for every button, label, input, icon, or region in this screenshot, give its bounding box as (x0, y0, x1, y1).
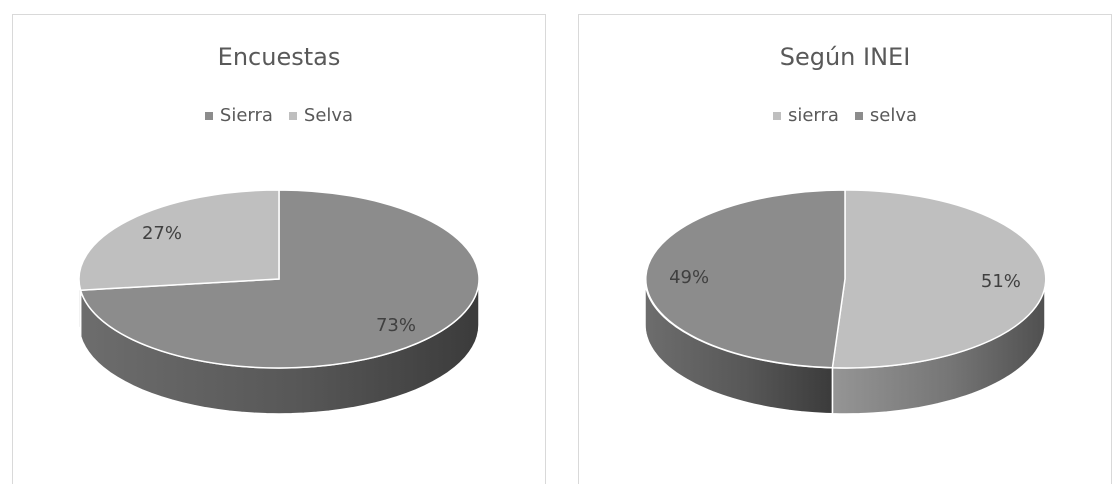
chart-title: Encuestas (217, 43, 341, 71)
chart-legend: sierra selva (579, 105, 1111, 126)
chart-panel-segun-inei: Según INEI sierra selva 51% 49% (578, 14, 1112, 484)
legend-swatch (854, 111, 863, 120)
legend-swatch (204, 111, 213, 120)
legend-item: selva (854, 105, 918, 126)
pie-slice-selva (78, 189, 280, 291)
chart-legend: Sierra Selva (13, 105, 545, 126)
chart-title: Según INEI (779, 43, 911, 71)
pie-slice-sierra (831, 189, 1047, 369)
pie-slice-sierra (79, 189, 480, 369)
data-label: 27% (142, 223, 182, 244)
data-label: 73% (376, 315, 416, 336)
pie-chart-plot: 51% 49% (644, 189, 1047, 415)
legend-item: sierra (772, 105, 839, 126)
pie-chart-plot: 73% 27% (78, 189, 480, 415)
legend-swatch (288, 111, 297, 120)
data-label: 51% (981, 271, 1021, 292)
legend-label: selva (869, 105, 918, 126)
legend-label: Sierra (219, 105, 273, 126)
legend-item: Sierra (204, 105, 273, 126)
legend-item: Selva (288, 105, 354, 126)
data-label: 49% (669, 267, 709, 288)
legend-swatch (772, 111, 781, 120)
pie-slice-selva (645, 189, 846, 369)
legend-label: sierra (787, 105, 839, 126)
chart-panel-encuestas: Encuestas Sierra Selva 73% 27% (12, 14, 546, 484)
legend-label: Selva (303, 105, 354, 126)
